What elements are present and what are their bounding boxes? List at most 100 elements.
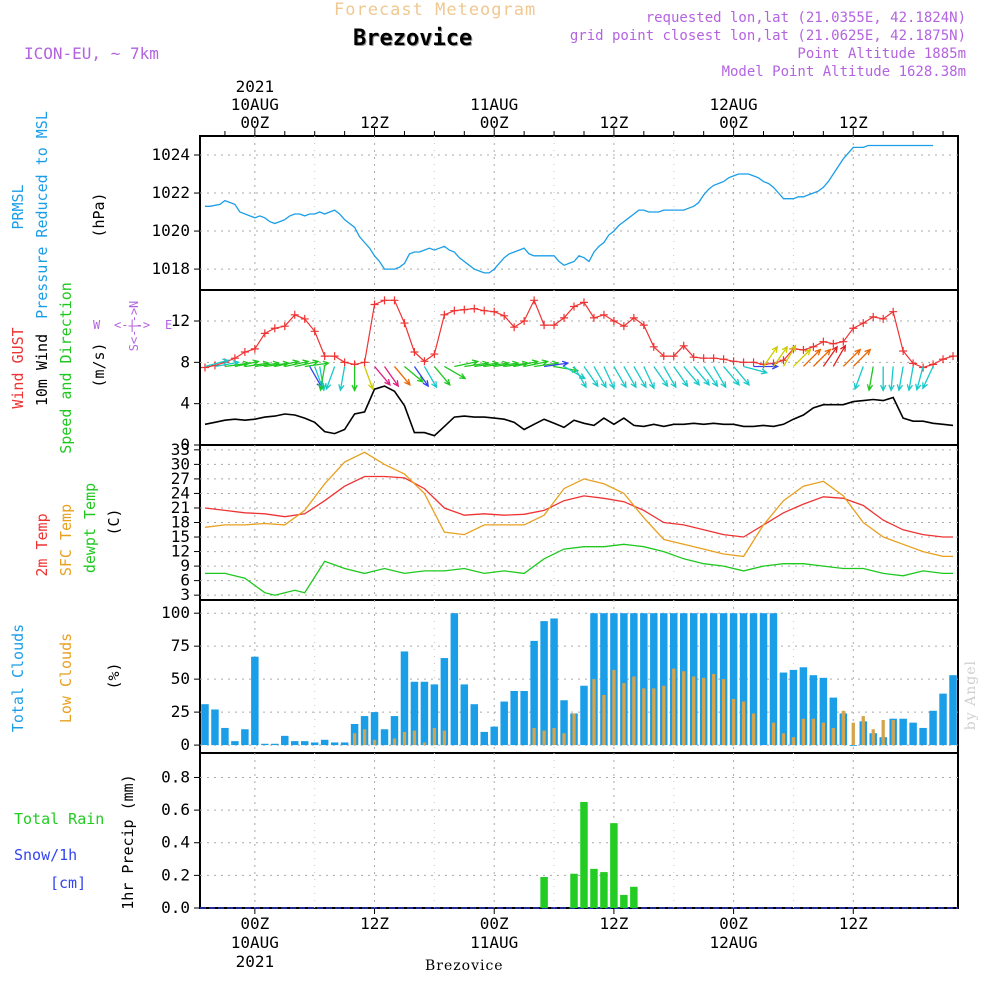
total-cloud-bar — [640, 613, 648, 746]
total-cloud-bar — [799, 667, 808, 746]
wind-arrow — [853, 366, 864, 391]
model-name: ICON-EU, ~ 7km — [24, 44, 159, 63]
wind-arrow — [723, 366, 741, 386]
total-cloud-bar — [211, 709, 219, 746]
total-cloud-bar — [789, 669, 798, 746]
wind-arrow — [623, 366, 637, 389]
gust-marker — [290, 310, 299, 319]
ytick-label-p0: 1024 — [151, 145, 190, 164]
low-cloud-bar — [821, 722, 826, 746]
low-cloud-bar — [362, 729, 367, 746]
wind-arrow — [888, 366, 895, 392]
ytick-label-p3: 100 — [161, 603, 190, 622]
gust-marker — [470, 304, 479, 313]
gust-marker — [380, 296, 389, 305]
gust-marker — [410, 348, 419, 356]
gust-marker — [859, 319, 868, 328]
rain-bar — [590, 868, 598, 908]
gust-marker — [450, 306, 459, 315]
bottom-tick-label: 00Z — [480, 914, 509, 933]
top-tick-label: 00Z — [240, 113, 269, 132]
total-cloud-bar — [809, 675, 818, 746]
rain-bar — [570, 873, 578, 908]
wind-arrow — [832, 344, 847, 367]
wind-arrow — [673, 366, 689, 388]
low-cloud-bar — [542, 730, 546, 746]
wind-arrow — [852, 348, 872, 367]
total-cloud-bar — [261, 743, 269, 746]
low-cloud-bar — [801, 718, 806, 746]
wind-arrow — [383, 366, 400, 388]
gust-marker — [839, 337, 848, 346]
wind-arrow — [866, 366, 874, 392]
total-cloud-bar — [320, 739, 329, 746]
compass-n: N — [127, 300, 141, 308]
gust-marker — [639, 321, 648, 330]
total-cloud-bar — [600, 613, 608, 746]
wind-arrow — [404, 365, 424, 383]
wind-arrow — [713, 366, 727, 389]
watermark: by Angel — [963, 660, 979, 731]
gust-marker — [360, 358, 369, 367]
gust-marker — [609, 317, 618, 325]
gust-marker — [649, 342, 658, 351]
grid-coordinates: grid point closest lon,lat (21.0625E, 42… — [569, 28, 966, 44]
total-cloud-bar — [769, 613, 778, 746]
gust-marker — [669, 352, 678, 361]
total-cloud-bar — [620, 613, 628, 746]
low-cloud-bar — [682, 671, 686, 746]
low-cloud-bar — [881, 720, 885, 746]
precip-unit-label: 1hr Precip (mm) — [119, 774, 137, 910]
ytick-label-p3: 75 — [171, 636, 190, 655]
rain-bar — [630, 886, 638, 908]
gust-marker — [260, 329, 269, 338]
low-cloud-bar — [741, 701, 746, 746]
prmsl-label: PRMSL — [9, 184, 27, 230]
gust-marker — [659, 352, 668, 361]
temp-unit-label: (C) — [105, 508, 123, 536]
total-cloud-bar — [390, 716, 399, 746]
total-cloud-bar — [231, 741, 239, 746]
gust-marker — [849, 324, 858, 333]
gust-marker — [490, 307, 499, 316]
total-cloud-bar — [749, 613, 758, 746]
gust-marker — [879, 314, 888, 323]
wind-arrow — [922, 366, 934, 390]
top-date-label: 12AUG — [710, 95, 758, 114]
wind-arrow — [318, 366, 326, 392]
gust-marker — [629, 313, 638, 322]
bottom-date-label: 11AUG — [470, 933, 518, 952]
bottom-tick-label: 12Z — [360, 914, 389, 933]
low-cloud-bar — [721, 679, 726, 746]
dewpt-line — [205, 543, 953, 596]
low-cloud-bar — [642, 688, 646, 746]
gust-marker — [570, 302, 579, 311]
total-cloud-bar — [530, 640, 538, 746]
wind-arrow — [593, 366, 607, 389]
top-date-label: 11AUG — [470, 95, 518, 114]
gust-marker — [579, 298, 588, 307]
total-cloud-bar — [909, 722, 917, 746]
total-cloud-bar — [729, 613, 738, 746]
wind-arrow — [454, 359, 480, 368]
location-title: Brezovice — [353, 26, 473, 51]
compass-e: E — [165, 318, 173, 332]
wind-arrow — [338, 366, 346, 392]
gust-marker — [460, 305, 469, 314]
model-altitude: Model Point Altitude 1628.38m — [721, 64, 966, 80]
gust-marker — [939, 355, 948, 364]
gust-marker — [589, 313, 598, 322]
low-cloud-bar — [811, 718, 816, 746]
ytick-label-p2: 21 — [171, 498, 190, 517]
top-date-label: 10AUG — [231, 95, 279, 114]
snow-label: Snow/1h — [14, 846, 78, 864]
rain-bar — [540, 877, 548, 908]
gust-marker — [599, 310, 608, 319]
low-clouds-label: Low Clouds — [57, 632, 75, 724]
total-cloud-bar — [949, 675, 957, 746]
wind-arrow — [822, 345, 838, 367]
low-cloud-bar — [632, 676, 636, 746]
wind-arrow — [393, 366, 411, 386]
ytick-label-p2: 12 — [171, 542, 190, 561]
total-cloud-bar — [510, 691, 518, 746]
